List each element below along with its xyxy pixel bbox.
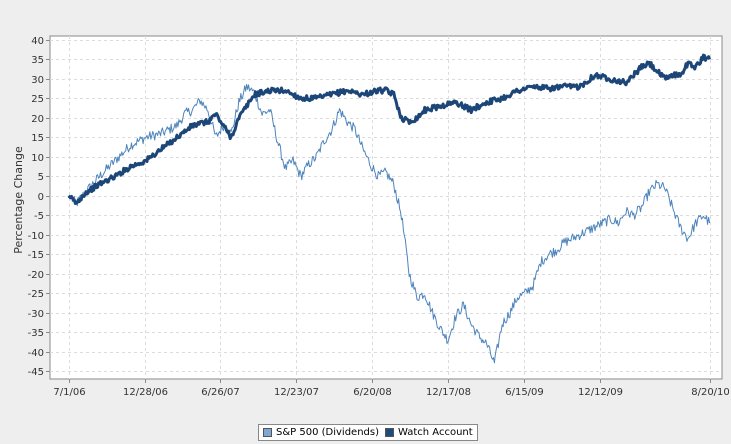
y-tick-label: -35 xyxy=(28,328,44,339)
x-tick-label: 12/23/07 xyxy=(274,387,319,398)
y-tick-label: 20 xyxy=(31,114,44,125)
y-tick-label: -45 xyxy=(28,367,44,378)
series-line-watch-account xyxy=(67,53,712,205)
x-tick-label: 12/17/08 xyxy=(426,387,471,398)
y-tick-label: 40 xyxy=(31,36,44,47)
x-tick-label: 6/26/07 xyxy=(201,387,240,398)
y-tick-label: 5 xyxy=(38,172,44,183)
y-tick-label: 10 xyxy=(31,153,44,164)
y-tick-label: 15 xyxy=(31,133,44,144)
y-tick-label: 35 xyxy=(31,55,44,66)
y-tick-label: 0 xyxy=(38,192,44,203)
x-tick-label: 12/28/06 xyxy=(123,387,168,398)
x-tick-label: 7/1/06 xyxy=(53,387,85,398)
x-tick-label: 6/15/09 xyxy=(505,387,544,398)
x-axis: 7/1/06 12/28/06 6/26/07 12/23/07 6/20/08 12/1… xyxy=(53,379,730,398)
y-tick-label: -25 xyxy=(28,289,44,300)
y-tick-label: -20 xyxy=(28,270,44,281)
y-tick-label: -30 xyxy=(28,309,44,320)
plot-background xyxy=(49,35,723,380)
x-tick-label: 8/20/10 xyxy=(691,387,730,398)
legend-label-watch-account: Watch Account xyxy=(398,427,473,438)
plot-area xyxy=(49,35,723,380)
y-tick-label: -40 xyxy=(28,348,44,359)
y-axis-label: Percentage Change xyxy=(12,146,25,254)
series-line-sp500 xyxy=(68,83,711,364)
legend-item-sp500: S&P 500 (Dividends) xyxy=(263,427,379,438)
y-tick-label: -5 xyxy=(34,211,44,222)
legend: S&P 500 (Dividends) Watch Account xyxy=(258,424,478,441)
legend-swatch-sp500 xyxy=(263,428,272,437)
grid xyxy=(50,36,722,379)
legend-swatch-watch-account xyxy=(385,428,394,437)
x-tick-label: 6/20/08 xyxy=(353,387,392,398)
y-tick-label: -10 xyxy=(28,231,44,242)
legend-label-sp500: S&P 500 (Dividends) xyxy=(276,427,379,438)
x-tick-label: 12/12/09 xyxy=(578,387,623,398)
y-axis: 40 35 30 25 20 15 10 5 0 -5 -10 -15 -20 -25 -30 -35 -40 -… xyxy=(28,36,50,378)
legend-item-watch-account: Watch Account xyxy=(385,427,473,438)
y-tick-label: -15 xyxy=(28,250,44,261)
y-tick-label: 30 xyxy=(31,75,44,86)
series-lines xyxy=(67,53,712,364)
y-tick-label: 25 xyxy=(31,94,44,105)
